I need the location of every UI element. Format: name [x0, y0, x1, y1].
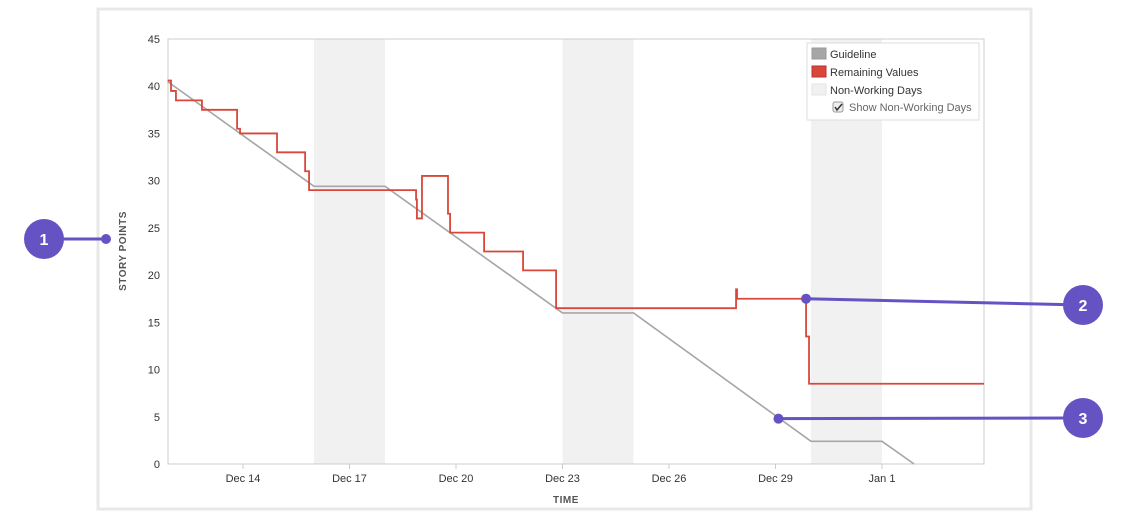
show-nonworking-label[interactable]: Show Non-Working Days: [849, 102, 972, 114]
x-tick-label: Dec 29: [758, 473, 793, 485]
y-tick-label: 40: [148, 81, 160, 93]
legend: Guideline Remaining Values Non-Working D…: [806, 42, 980, 121]
annotation-dot: [101, 234, 111, 244]
legend-remaining: Remaining Values: [830, 67, 919, 79]
legend-nonworking: Non-Working Days: [830, 85, 923, 97]
non-working-band: [314, 39, 385, 464]
x-tick-label: Dec 17: [332, 473, 367, 485]
legend-guideline: Guideline: [830, 49, 876, 61]
x-tick-label: Dec 14: [226, 473, 261, 485]
legend-swatch-remaining: [811, 65, 827, 78]
y-tick-label: 15: [148, 317, 160, 329]
y-tick-label: 30: [148, 176, 160, 188]
y-tick-label: 20: [148, 270, 160, 282]
annotation-dot: [773, 413, 784, 424]
annotation-badge: [1063, 285, 1103, 325]
check-icon: [834, 103, 843, 112]
x-tick-label: Jan 1: [869, 473, 896, 485]
x-axis-label: TIME: [553, 495, 579, 506]
annotation-number: 2: [1079, 298, 1088, 315]
remaining-values-series: [167, 79, 985, 385]
y-tick-label: 0: [154, 459, 160, 471]
non-working-band: [562, 39, 634, 464]
annotation-number: 1: [40, 232, 49, 249]
x-tick-label: Dec 23: [545, 473, 580, 485]
annotation-badge: [1063, 398, 1103, 438]
y-tick-label: 5: [154, 412, 160, 424]
y-tick-label: 10: [148, 365, 160, 377]
show-nonworking-checkbox[interactable]: [832, 101, 844, 113]
x-tick-label: Dec 26: [652, 473, 687, 485]
y-tick-label: 25: [148, 223, 160, 235]
y-tick-label: 35: [148, 128, 160, 140]
plot-area: [167, 38, 985, 465]
annotation-line: [806, 297, 1084, 307]
guideline-series: [167, 80, 915, 465]
annotation-dot: [801, 293, 812, 304]
annotation-number: 3: [1079, 411, 1088, 428]
x-tick-label: Dec 20: [439, 473, 474, 485]
legend-swatch-guideline: [811, 47, 827, 60]
annotation-badge: [24, 219, 64, 259]
y-tick-label: 45: [148, 34, 160, 46]
legend-swatch-nonworking: [811, 83, 827, 96]
y-axis-label: STORY POINTS: [118, 211, 129, 291]
annotation-line: [778, 416, 1084, 421]
